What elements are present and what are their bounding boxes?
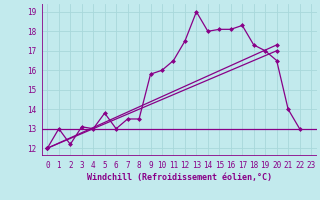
X-axis label: Windchill (Refroidissement éolien,°C): Windchill (Refroidissement éolien,°C)	[87, 173, 272, 182]
